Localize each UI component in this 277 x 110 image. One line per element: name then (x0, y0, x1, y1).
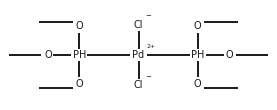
Text: −: − (145, 74, 151, 80)
Text: 2+: 2+ (147, 44, 156, 49)
Text: PH: PH (73, 50, 86, 60)
Text: O: O (194, 79, 202, 89)
Text: O: O (194, 21, 202, 31)
Text: Cl: Cl (134, 80, 143, 90)
Text: −: − (145, 13, 151, 19)
Text: O: O (75, 79, 83, 89)
Text: Cl: Cl (134, 20, 143, 30)
Text: PH: PH (191, 50, 204, 60)
Text: Pd: Pd (132, 50, 145, 60)
Text: O: O (75, 21, 83, 31)
Text: O: O (44, 50, 52, 60)
Text: O: O (225, 50, 233, 60)
